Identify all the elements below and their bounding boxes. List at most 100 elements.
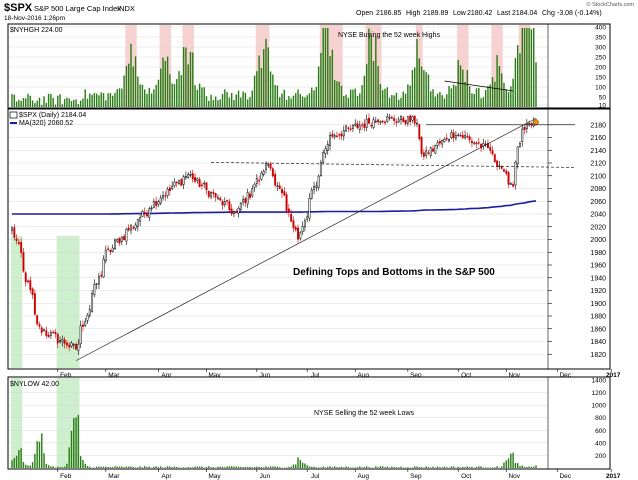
lows-bar (107, 466, 109, 468)
lows-bar (82, 459, 84, 468)
date-tick-label: Mar (108, 473, 120, 480)
candle-body (228, 201, 231, 211)
highs-bar (36, 100, 38, 107)
candle-body (166, 188, 169, 197)
lows-bar (331, 467, 334, 468)
lows-bar (386, 466, 388, 468)
candle-body (393, 117, 396, 121)
highs-bar (153, 89, 155, 107)
highs-bar (141, 84, 144, 107)
highs-bar (194, 85, 196, 107)
candle-body (322, 152, 325, 163)
price-tick-label: 2100 (590, 173, 606, 180)
candle-body (242, 199, 245, 203)
date-tick-label: Jul (311, 473, 320, 480)
low-value: 2180.42 (467, 10, 492, 17)
highs-bar (391, 95, 393, 107)
lows-bar (315, 467, 318, 468)
highs-bar (157, 79, 160, 107)
lows-bar (116, 466, 118, 468)
highs-bar (203, 87, 205, 107)
highs-bar (132, 66, 134, 107)
lows-bar (377, 467, 379, 468)
highs-bar (375, 36, 377, 107)
highs-bar (68, 98, 70, 107)
candle-body (212, 192, 215, 194)
lows-bar (212, 467, 215, 468)
highs-bar (494, 81, 496, 107)
highs-bar (210, 94, 212, 107)
candle-body (262, 170, 265, 175)
date-tick-label: Jun (260, 372, 271, 379)
highs-bar (171, 83, 173, 107)
highs-tick-label: 150 (595, 75, 606, 82)
highs-bar (505, 89, 507, 107)
candle-body (342, 130, 345, 137)
highs-bar (160, 68, 162, 107)
highs-bar (89, 93, 91, 107)
lows-bar (462, 466, 464, 468)
highs-bar (265, 38, 267, 107)
highs-bar (246, 99, 249, 107)
date-tick-label: Oct (461, 473, 471, 480)
highs-bar (352, 89, 354, 107)
candle-body (178, 180, 180, 184)
candle-body (210, 192, 213, 198)
date-tick-label: Oct (461, 372, 471, 379)
lows-bar (18, 449, 20, 468)
lows-bar (109, 467, 112, 468)
lows-bar (384, 467, 386, 468)
lows-bar (182, 467, 185, 468)
candle-body (351, 125, 354, 129)
highs-bar (327, 28, 329, 107)
highs-bar (478, 87, 480, 107)
highs-bar (365, 64, 368, 107)
candle-body (107, 248, 110, 250)
highs-highlight-band (255, 25, 270, 107)
exchange-label: INDX (117, 4, 135, 13)
highs-bar (512, 78, 514, 107)
highs-bar (43, 96, 45, 107)
candle-body (29, 280, 32, 290)
candle-body (301, 226, 304, 232)
candle-body (84, 321, 87, 327)
candle-body (27, 280, 29, 283)
candle-body (223, 201, 226, 205)
highs-bar (276, 85, 279, 107)
lows-bar (192, 467, 194, 468)
candle-body (116, 239, 119, 242)
lows-bar (240, 466, 242, 468)
date-tick-label: Sep (410, 473, 422, 480)
candle-body (253, 183, 256, 188)
price-tick-label: 2160 (590, 135, 606, 142)
candle-body (173, 181, 176, 187)
highs-bar (468, 86, 471, 107)
candle-body (338, 134, 341, 136)
highs-bar (75, 99, 77, 107)
lows-bar (15, 455, 18, 468)
candle-body (374, 120, 377, 123)
candle-body (377, 119, 380, 123)
highs-bar (491, 77, 494, 107)
highs-bar (224, 89, 226, 107)
lows-bar (228, 466, 231, 468)
highs-bar (70, 100, 73, 107)
highs-bar (368, 28, 370, 108)
lows-bars (11, 414, 537, 468)
highs-bar (329, 56, 331, 107)
candle-body (81, 324, 84, 327)
candle-body (434, 145, 437, 154)
lows-bar (436, 466, 439, 468)
candle-body (79, 325, 82, 345)
highs-bar (430, 91, 432, 107)
candle-body (345, 125, 348, 132)
lows-bar (127, 466, 130, 468)
lows-bar (407, 467, 409, 468)
highs-bar (347, 97, 350, 107)
highs-tick-label: 400 (595, 25, 606, 32)
highs-bar (370, 35, 372, 107)
highs-bar (84, 89, 86, 107)
candle-body (180, 179, 183, 186)
lows-bar (251, 467, 253, 468)
